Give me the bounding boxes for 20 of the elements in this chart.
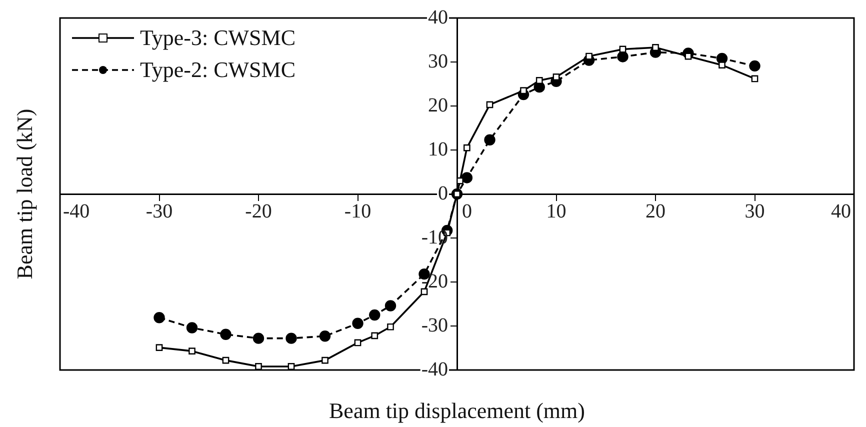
y-tick-label: 0 xyxy=(438,182,448,204)
x-tick-label: -40 xyxy=(63,200,90,222)
x-tick-label: 20 xyxy=(646,200,666,222)
x-tick-label: 30 xyxy=(744,200,765,222)
x-axis-title: Beam tip displacement (mm) xyxy=(329,398,585,423)
y-tick-label: 10 xyxy=(428,138,448,160)
legend-label: Type-2: CWSMC xyxy=(140,57,296,83)
x-tick-label: 40 xyxy=(831,200,851,222)
legend-label: Type-3: CWSMC xyxy=(140,25,296,51)
y-tick-label: -40 xyxy=(421,358,448,380)
y-tick-label: -30 xyxy=(421,314,448,336)
x-tick-label: -10 xyxy=(344,200,372,222)
y-tick-label: 20 xyxy=(428,94,448,116)
x-tick-label: 10 xyxy=(546,200,566,222)
y-tick-label: 40 xyxy=(428,6,448,28)
x-tick-label: -20 xyxy=(245,200,272,222)
x-tick-label: -30 xyxy=(146,200,173,222)
y-tick-label: 30 xyxy=(428,50,448,72)
y-axis-title: Beam tip load (kN) xyxy=(12,108,37,280)
x-tick-label: 0 xyxy=(462,200,472,222)
